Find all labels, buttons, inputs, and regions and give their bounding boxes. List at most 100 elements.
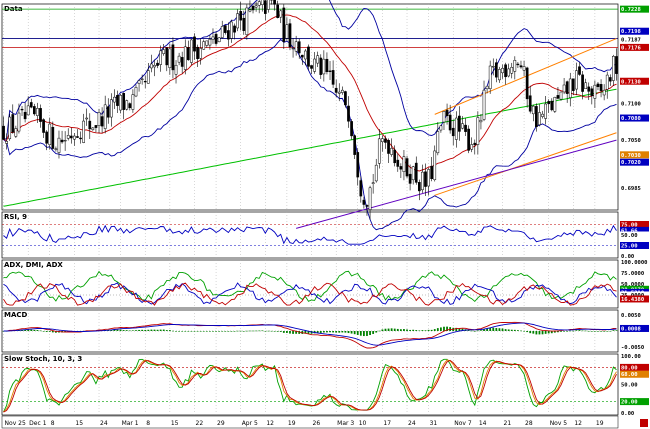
axis-value-badge: [620, 343, 649, 351]
macd-histogram-bar: [307, 331, 310, 334]
macd-histogram-bar: [375, 331, 378, 333]
macd-histogram-bar: [498, 328, 501, 331]
x-tick-label: 29: [217, 420, 225, 427]
candle-body: [498, 69, 501, 81]
macd-histogram-bar: [615, 330, 618, 331]
candle-body: [608, 77, 612, 82]
macd-histogram-bar: [147, 329, 150, 331]
corner-close-icon[interactable]: [640, 419, 648, 427]
candle-body: [575, 70, 578, 90]
axis-value-badge: [620, 295, 649, 303]
macd-histogram-bar: [440, 327, 442, 331]
candle-body: [473, 142, 477, 146]
macd-histogram-bar: [356, 331, 359, 335]
candle-body: [273, 0, 276, 5]
macd-histogram-bar: [224, 331, 227, 332]
axis-value-label: 0.7198: [621, 29, 641, 35]
macd-histogram-bar: [221, 330, 224, 332]
axis-value-badge: [620, 221, 649, 228]
axis-value-label: 0.00: [621, 254, 634, 260]
candle-body: [196, 46, 199, 59]
adx-panel-title: ADX, DMI, ADX: [4, 261, 63, 269]
macd-histogram-bar: [119, 329, 122, 331]
macd-histogram-bar: [199, 331, 202, 332]
axis-value-badge: [620, 370, 649, 378]
candle-body: [571, 78, 575, 91]
macd-histogram-bar: [230, 331, 233, 332]
macd-histogram-bar: [427, 329, 430, 331]
candle-body: [183, 46, 187, 70]
lower-channel-line: [434, 132, 617, 196]
macd-histogram-bar: [547, 331, 550, 334]
candle-body: [550, 100, 554, 111]
candle-body: [424, 171, 427, 187]
candle-body: [106, 106, 110, 118]
axis-value-badge: [620, 398, 649, 406]
axis-value-badge: [620, 352, 649, 360]
candle-body: [304, 50, 307, 60]
candle-body: [45, 131, 49, 144]
candle-body: [156, 62, 159, 66]
stoch-panel-title: Slow Stoch, 10, 3, 3: [4, 355, 82, 363]
axis-value-badge: [620, 252, 649, 260]
candle-body: [427, 169, 430, 187]
candle-body: [531, 105, 535, 115]
macd-histogram-bar: [282, 331, 285, 333]
macd-histogram-bar: [560, 331, 562, 332]
candle-body: [162, 49, 166, 54]
candle-body: [347, 105, 350, 122]
macd-histogram-bar: [295, 331, 298, 334]
candle-body: [328, 70, 332, 72]
candle-body: [227, 30, 230, 40]
candle-body: [371, 182, 375, 184]
macd-histogram-bar: [252, 330, 254, 332]
x-tick-label: Dec 1: [29, 420, 47, 427]
dmi-minus-line: [3, 282, 617, 306]
x-tick-label: 10: [359, 420, 367, 427]
macd-histogram-bar: [245, 330, 248, 332]
macd-histogram-bar: [135, 330, 137, 331]
axis-value-badge: [620, 324, 649, 332]
macd-histogram-bar: [341, 331, 344, 333]
macd-histogram-bar: [606, 330, 609, 332]
axis-value-label: 0.7176: [621, 45, 642, 51]
macd-histogram-bar: [489, 328, 492, 331]
adx-frame: [1, 259, 619, 309]
candle-body: [180, 57, 184, 67]
macd-histogram-bar: [517, 330, 519, 331]
axis-value-label: 61.66: [621, 228, 638, 234]
bollinger-lower-band: [3, 38, 617, 231]
candle-body: [143, 80, 147, 83]
candle-body: [131, 94, 135, 110]
macd-histogram-bar: [492, 327, 495, 331]
candle-body: [359, 180, 363, 197]
macd-histogram-bar: [387, 328, 390, 331]
candle-body: [340, 89, 344, 93]
macd-histogram-bar: [187, 331, 190, 332]
axis-value-label: 50.00: [621, 233, 638, 239]
macd-histogram-bar: [153, 329, 156, 331]
candle-body: [587, 86, 591, 92]
macd-histogram-bar: [67, 331, 70, 332]
candle-body: [556, 95, 560, 99]
macd-histogram-bar: [193, 331, 196, 332]
macd-histogram-bar: [45, 331, 48, 332]
candle-body: [381, 138, 384, 143]
candle-body: [350, 121, 353, 137]
macd-histogram-bar: [436, 328, 439, 331]
axis-value-label: 0.7130: [621, 79, 641, 85]
axis-value-badge: [620, 136, 649, 144]
axis-value-badge: [620, 258, 649, 266]
axis-value-badge: [620, 409, 649, 417]
candle-body: [433, 150, 437, 181]
candle-body: [100, 116, 104, 127]
macd-histogram-bar: [504, 329, 507, 331]
macd-histogram-bar: [372, 331, 375, 334]
candle-body: [553, 97, 557, 112]
candle-body: [291, 47, 295, 50]
candle-body: [356, 152, 360, 178]
candle-body: [331, 70, 335, 85]
candle-body: [134, 87, 138, 97]
axis-value-badge: [620, 151, 649, 159]
macd-histogram-bar: [384, 328, 387, 331]
